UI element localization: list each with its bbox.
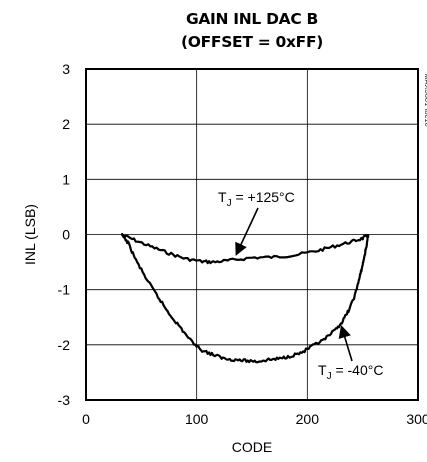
- label-tj-minus40c: TJ = -40°C: [318, 362, 383, 382]
- chart-title-line1: GAIN INL DAC B: [186, 10, 318, 28]
- x-tick-label: 200: [296, 411, 320, 427]
- y-tick-label: 3: [62, 61, 70, 77]
- series-line: [121, 233, 370, 265]
- y-tick-labels: 3 2 1 0 -1 -2 -3: [58, 61, 71, 408]
- x-tick-label: 300: [406, 411, 427, 427]
- figure-id: MAX3601 toc10: [423, 73, 427, 126]
- x-tick-label: 100: [185, 411, 209, 427]
- y-tick-label: 1: [62, 171, 70, 187]
- series-line: [120, 233, 370, 364]
- y-tick-label: -2: [58, 337, 71, 353]
- x-tick-labels: 0 100 200 300: [82, 411, 427, 427]
- x-axis-label: CODE: [232, 439, 272, 455]
- y-tick-label: 2: [62, 116, 70, 132]
- chart-grid: [86, 69, 418, 400]
- series-lines: [120, 233, 370, 364]
- y-tick-label: 0: [62, 227, 70, 243]
- y-tick-label: -1: [58, 282, 71, 298]
- arrow-tj-125c: [235, 207, 259, 256]
- plot-frame: [85, 68, 419, 401]
- x-tick-label: 0: [82, 411, 90, 427]
- chart-title-line2: (OFFSET = 0xFF): [181, 33, 323, 51]
- y-tick-label: -3: [58, 392, 71, 408]
- annotations: TJ = +125°C TJ = -40°C: [218, 189, 383, 382]
- y-axis-label: INL (LSB): [22, 204, 38, 265]
- label-tj-125c: TJ = +125°C: [218, 189, 295, 209]
- arrow-tj-minus40c: [338, 324, 353, 362]
